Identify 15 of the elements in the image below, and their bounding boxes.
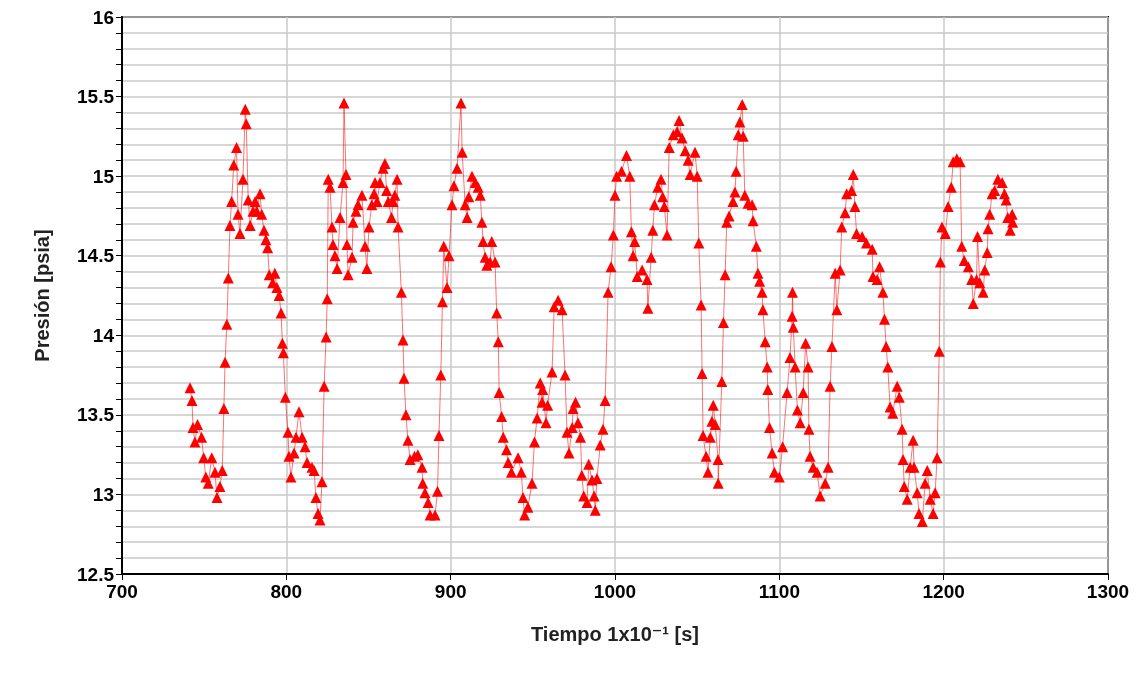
y-tick-label: 15 (92, 165, 115, 187)
y-tick-label: 13.5 (77, 404, 115, 426)
x-tick-label: 1200 (922, 581, 965, 602)
x-axis-title: Tiempo 1x10⁻¹ [s] (530, 623, 700, 645)
y-tick-label: 16 (92, 6, 114, 28)
y-tick-label: 13 (92, 483, 114, 505)
x-tick-label: 1000 (593, 581, 637, 602)
x-tick-label: 900 (434, 581, 467, 602)
y-axis-title: Presión [psia] (31, 229, 53, 362)
x-tick-label: 1100 (758, 581, 800, 602)
y-tick-label: 15.5 (77, 86, 115, 108)
x-tick-label: 800 (270, 581, 303, 602)
y-tick-label: 14 (92, 324, 115, 346)
y-tick-label: 14.5 (77, 245, 115, 267)
x-tick-label: 1300 (1086, 581, 1130, 602)
